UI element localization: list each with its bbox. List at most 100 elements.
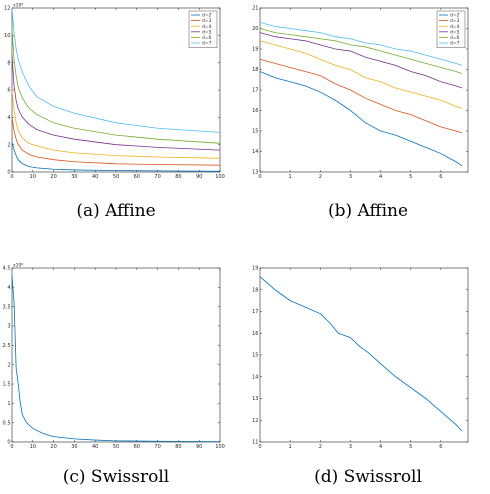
series-line-d=2 <box>12 142 220 171</box>
y-tick-label: 10 <box>4 33 10 39</box>
y-tick-label: 4 <box>7 285 10 291</box>
x-tick-label: 20 <box>50 444 56 450</box>
series-line-d=4 <box>260 41 462 109</box>
y-tick-label: 16 <box>252 108 258 114</box>
plot-frame <box>260 8 468 172</box>
y-tick-label: 18 <box>252 287 258 293</box>
x-tick-label: 30 <box>71 444 77 450</box>
y-tick-label: 17 <box>252 309 258 315</box>
x-tick-label: 5 <box>409 174 412 180</box>
x-tick-label: 0 <box>10 444 13 450</box>
y-tick-label: 11 <box>252 440 258 446</box>
y-tick-label: 15 <box>252 129 258 135</box>
x-tick-label: 1 <box>289 444 292 450</box>
y-tick-label: 0.5 <box>3 420 11 426</box>
y-tick-label: 15 <box>252 353 258 359</box>
x-tick-label: 6 <box>439 174 442 180</box>
plot-frame <box>260 268 468 442</box>
y-tick-label: 19 <box>252 266 258 272</box>
chart-a: 0102030405060708090100024681012x10⁶d=2d=… <box>4 3 225 181</box>
x-tick-label: 60 <box>134 444 140 450</box>
legend-label: d=5 <box>202 29 212 35</box>
chart-d: 0123456111213141516171819 <box>252 266 468 450</box>
x-tick-label: 0 <box>258 444 261 450</box>
x-tick-label: 10 <box>30 174 36 180</box>
legend-label: d=4 <box>450 24 460 30</box>
x-tick-label: 70 <box>154 444 160 450</box>
legend-label: d=7 <box>450 41 460 47</box>
x-tick-label: 50 <box>113 174 119 180</box>
y-tick-label: 1.5 <box>3 382 11 388</box>
series-line-d=2 <box>260 72 462 166</box>
series-line-0 <box>12 276 220 442</box>
chart-b: 0123456131415161718192021d=2d=3d=4d=5d=6… <box>252 6 468 180</box>
y-tick-label: 2 <box>7 362 10 368</box>
y-tick-label: 0 <box>7 170 10 176</box>
y-tick-label: 8 <box>7 60 10 66</box>
x-tick-label: 1 <box>289 174 292 180</box>
x-tick-label: 4 <box>379 444 382 450</box>
legend-label: d=2 <box>450 13 460 19</box>
legend-label: d=6 <box>450 35 460 41</box>
caption-c: (c) Swissroll <box>63 467 170 487</box>
x-tick-label: 4 <box>379 174 382 180</box>
y-tick-label: 3.5 <box>3 304 11 310</box>
x-tick-label: 80 <box>175 444 181 450</box>
y-tick-label: 18 <box>252 67 258 73</box>
y-tick-label: 21 <box>252 6 258 12</box>
series-line-d=7 <box>260 22 462 65</box>
x-tick-label: 10 <box>30 444 36 450</box>
x-tick-label: 0 <box>10 174 13 180</box>
y-axis-exponent: x10⁶ <box>13 263 23 269</box>
series-line-d=5 <box>12 56 220 150</box>
y-tick-label: 14 <box>252 374 258 380</box>
y-tick-label: 2.5 <box>3 343 11 349</box>
y-tick-label: 0 <box>7 440 10 446</box>
plot-frame <box>12 268 220 442</box>
y-tick-label: 20 <box>252 26 258 32</box>
x-tick-label: 100 <box>215 174 225 180</box>
legend-label: d=3 <box>202 18 212 24</box>
x-tick-label: 30 <box>71 174 77 180</box>
y-tick-label: 3 <box>7 324 10 330</box>
x-tick-label: 3 <box>349 444 352 450</box>
y-tick-label: 16 <box>252 331 258 337</box>
legend-label: d=4 <box>202 24 212 30</box>
y-tick-label: 12 <box>252 418 258 424</box>
y-tick-label: 12 <box>4 6 10 12</box>
y-tick-label: 17 <box>252 88 258 94</box>
x-tick-label: 20 <box>50 174 56 180</box>
legend-label: d=2 <box>202 13 212 19</box>
y-tick-label: 19 <box>252 47 258 53</box>
y-tick-label: 13 <box>252 396 258 402</box>
caption-b: (b) Affine <box>328 201 408 221</box>
x-tick-label: 90 <box>196 444 202 450</box>
caption-d: (d) Swissroll <box>314 467 422 487</box>
y-tick-label: 4.5 <box>3 266 11 272</box>
x-tick-label: 100 <box>215 444 225 450</box>
legend-label: d=6 <box>202 35 212 41</box>
legend-label: d=5 <box>450 29 460 35</box>
x-tick-label: 40 <box>92 174 98 180</box>
y-axis-exponent: x10⁶ <box>13 3 23 9</box>
series-line-d=3 <box>260 59 462 133</box>
x-tick-label: 60 <box>134 174 140 180</box>
caption-a: (a) Affine <box>76 201 155 221</box>
series-line-d=6 <box>260 29 462 74</box>
x-tick-label: 40 <box>92 444 98 450</box>
x-tick-label: 5 <box>409 444 412 450</box>
y-tick-label: 6 <box>7 88 10 94</box>
series-line-0 <box>260 277 462 431</box>
x-tick-label: 3 <box>349 174 352 180</box>
x-tick-label: 0 <box>258 174 261 180</box>
x-tick-label: 70 <box>154 174 160 180</box>
x-tick-label: 50 <box>113 444 119 450</box>
x-tick-label: 2 <box>319 444 322 450</box>
y-tick-label: 13 <box>252 170 258 176</box>
series-line-d=5 <box>260 33 462 88</box>
x-tick-label: 2 <box>319 174 322 180</box>
y-tick-label: 4 <box>7 115 10 121</box>
x-tick-label: 6 <box>439 444 442 450</box>
legend-label: d=7 <box>202 41 212 47</box>
